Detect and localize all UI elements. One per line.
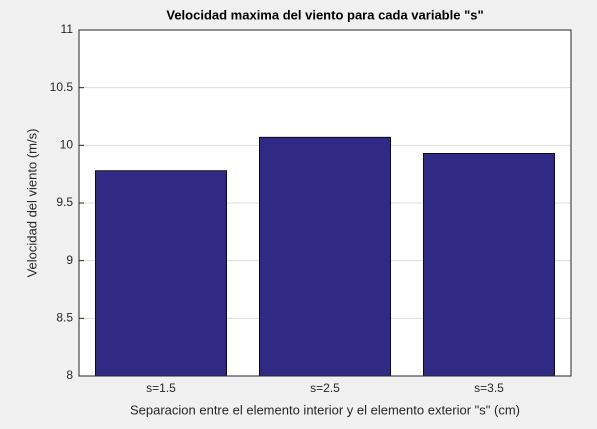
y-tick-label: 9 bbox=[66, 253, 73, 267]
y-tick-label: 11 bbox=[61, 22, 74, 36]
y-tick-label: 8 bbox=[66, 368, 73, 382]
y-tick-label: 10 bbox=[60, 138, 74, 152]
bar bbox=[422, 153, 555, 377]
x-tick-label: s=1.5 bbox=[146, 381, 176, 395]
chart-title: Velocidad maxima del viento para cada va… bbox=[166, 7, 483, 22]
bar bbox=[258, 136, 391, 377]
y-tick-label: 8.5 bbox=[56, 311, 73, 325]
y-axis-label: Velocidad del viento (m/s) bbox=[24, 129, 39, 278]
y-tick-label: 10.5 bbox=[50, 80, 74, 94]
plot-frame bbox=[78, 29, 572, 377]
x-tick-label: s=2.5 bbox=[310, 381, 340, 395]
x-axis-label: Separacion entre el elemento interior y … bbox=[130, 402, 520, 417]
y-tick-label: 9.5 bbox=[56, 195, 73, 209]
bar bbox=[95, 170, 227, 377]
x-tick-label: s=3.5 bbox=[474, 381, 504, 395]
